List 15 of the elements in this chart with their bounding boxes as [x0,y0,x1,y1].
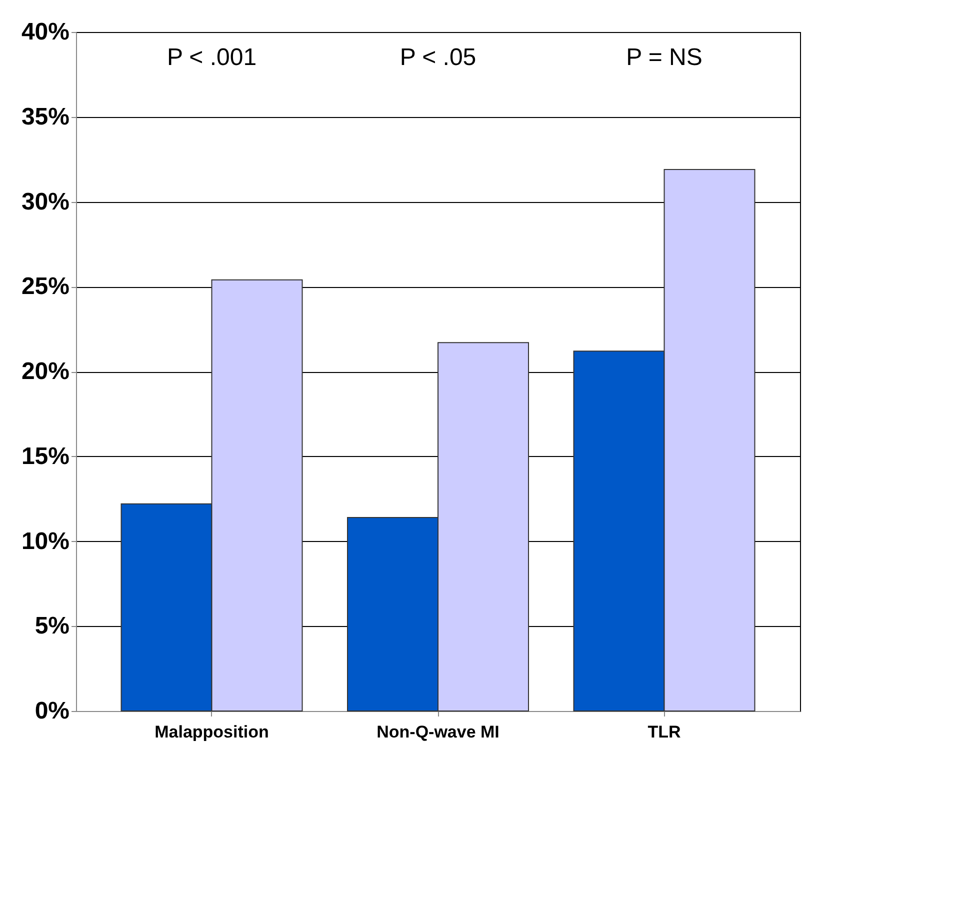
y-tick-label: 0% [34,698,70,724]
y-tick-label: 30% [21,188,70,216]
annotation: P = NS [626,44,702,71]
y-tick-label: 20% [21,358,70,385]
y-tick-label: 5% [34,612,70,640]
x-tick-label: Malapposition [154,722,269,742]
y-tick-label: 25% [21,273,70,300]
y-tick-label: 10% [21,528,70,555]
annotation: P < .05 [400,44,476,71]
y-tick-label: 35% [21,103,70,130]
y-tick-label: 15% [21,442,70,470]
annotation: P < .001 [166,44,257,71]
x-tick-label: Non-Q-wave MI [376,722,500,742]
x-tick-label: TLR [648,722,681,742]
y-tick-label: 40% [21,18,70,46]
